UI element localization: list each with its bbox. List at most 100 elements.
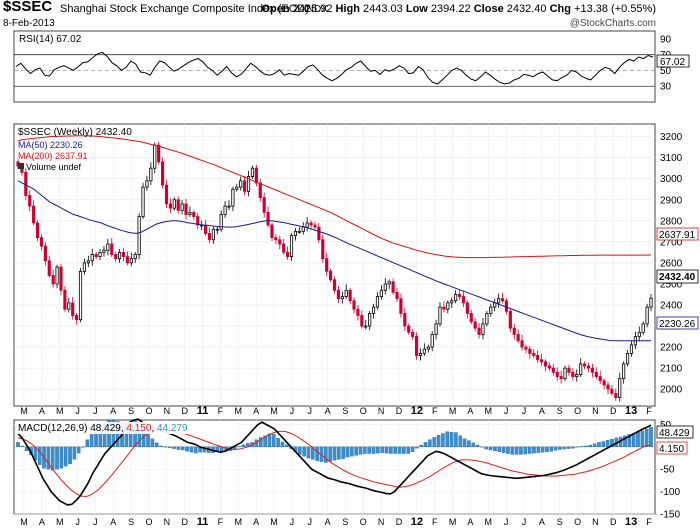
price-tick-label: 2600 (660, 258, 683, 269)
candle-body (35, 222, 40, 239)
candle-body (125, 256, 129, 264)
candle-body (555, 371, 559, 377)
x-tick-label: M (270, 406, 278, 416)
x-tick-label: J (75, 406, 80, 416)
x-tick-label: F (218, 517, 224, 527)
open-label: Open (261, 3, 290, 15)
candle-body (395, 291, 399, 300)
candle (540, 353, 544, 367)
candle (368, 310, 372, 331)
macd-hist-bar (63, 446, 68, 467)
ma50-last-label: 2230.26 (659, 319, 696, 330)
macd-hist-bar (484, 446, 489, 450)
x-tick-label: O (360, 406, 367, 416)
candle-body (340, 296, 344, 300)
price-tick-label: 2700 (660, 237, 683, 248)
candle (418, 348, 423, 361)
macd-hist-bar (406, 446, 410, 454)
candle-body (457, 294, 462, 297)
candle (461, 290, 466, 308)
candle (207, 227, 212, 244)
macd-hist-bar (163, 446, 168, 448)
candle-body (157, 144, 161, 163)
macd-hist-bar (497, 446, 502, 452)
candle-body (532, 352, 536, 356)
candle (649, 293, 653, 312)
candle-body (614, 392, 618, 398)
candle-body (110, 243, 114, 255)
x-tick-label: F (646, 406, 652, 416)
price-tick-label: 3200 (660, 132, 683, 143)
candle-body (332, 279, 337, 291)
candle (489, 303, 493, 317)
candle (352, 297, 356, 314)
macd-hist-bar (302, 446, 306, 457)
x-tick-label: S (128, 406, 134, 416)
candle-body (227, 205, 231, 208)
x-tick-label: J (290, 406, 295, 416)
rsi-line (15, 51, 654, 85)
candle-body (137, 216, 141, 255)
candle (500, 292, 505, 304)
candle-body (407, 325, 411, 333)
x-tick-label: A (325, 517, 331, 527)
macd-hist-bar (241, 444, 246, 448)
price-tick-label: 3000 (660, 174, 683, 185)
candle-body (485, 313, 489, 325)
x-tick-label: J (504, 406, 509, 416)
candle (246, 170, 251, 197)
candle-body (118, 251, 122, 260)
candle-body (512, 327, 516, 335)
candle-body (196, 216, 200, 226)
rsi-tick-label: 30 (660, 82, 672, 93)
x-tick-label: F (218, 406, 224, 416)
candle (86, 255, 90, 268)
candle (82, 258, 87, 275)
macd-hist-bar (493, 446, 497, 452)
macd-hist-bar (454, 432, 458, 448)
ma200-line (17, 135, 652, 259)
candle (422, 343, 426, 356)
x-tick-label: A (253, 517, 259, 527)
macd-hist-bar (380, 446, 384, 453)
x-tick-label: M (449, 406, 457, 416)
x-tick-label: D (396, 406, 403, 416)
macd-hist-bar (55, 446, 59, 470)
candle (329, 268, 333, 283)
candle (223, 201, 227, 218)
candle (450, 297, 454, 308)
candle-body (270, 224, 274, 239)
candle (270, 222, 274, 242)
x-tick-label: N (592, 406, 599, 416)
candle (129, 252, 133, 267)
ma200-last-label: 2637.91 (659, 230, 696, 241)
high-value: 2443.03 (363, 3, 403, 15)
macd-hist-bar (644, 428, 649, 448)
macd-hist-bar (50, 446, 55, 471)
candle-body (309, 222, 313, 226)
candle-body (442, 306, 446, 310)
macd-legend-signal: 4.150 (126, 423, 151, 434)
quote-summary: Open 2425.92 High 2443.03 Low 2394.22 Cl… (261, 3, 656, 16)
candle (567, 364, 571, 376)
candle-body (282, 243, 286, 253)
macd-hist-bar (579, 446, 584, 448)
x-tick-label: D (610, 517, 617, 527)
candle (356, 304, 360, 321)
macd-hist-bar (393, 446, 397, 454)
candle (375, 292, 380, 310)
macd-hist-bar (428, 439, 432, 448)
candle (411, 328, 415, 340)
macd-hist-bar (180, 446, 185, 451)
macd-hist-bar (350, 446, 354, 457)
candle-body (528, 348, 532, 354)
macd-hist-bar (597, 442, 601, 448)
candle (94, 251, 98, 260)
x-tick-label: D (396, 517, 403, 527)
x-tick-label: M (485, 517, 493, 527)
candle (160, 157, 165, 189)
macd-hist-bar (76, 446, 81, 454)
macd-hist-bar (46, 446, 51, 470)
macd-tick-label: -50 (660, 465, 675, 476)
candle (407, 323, 411, 335)
